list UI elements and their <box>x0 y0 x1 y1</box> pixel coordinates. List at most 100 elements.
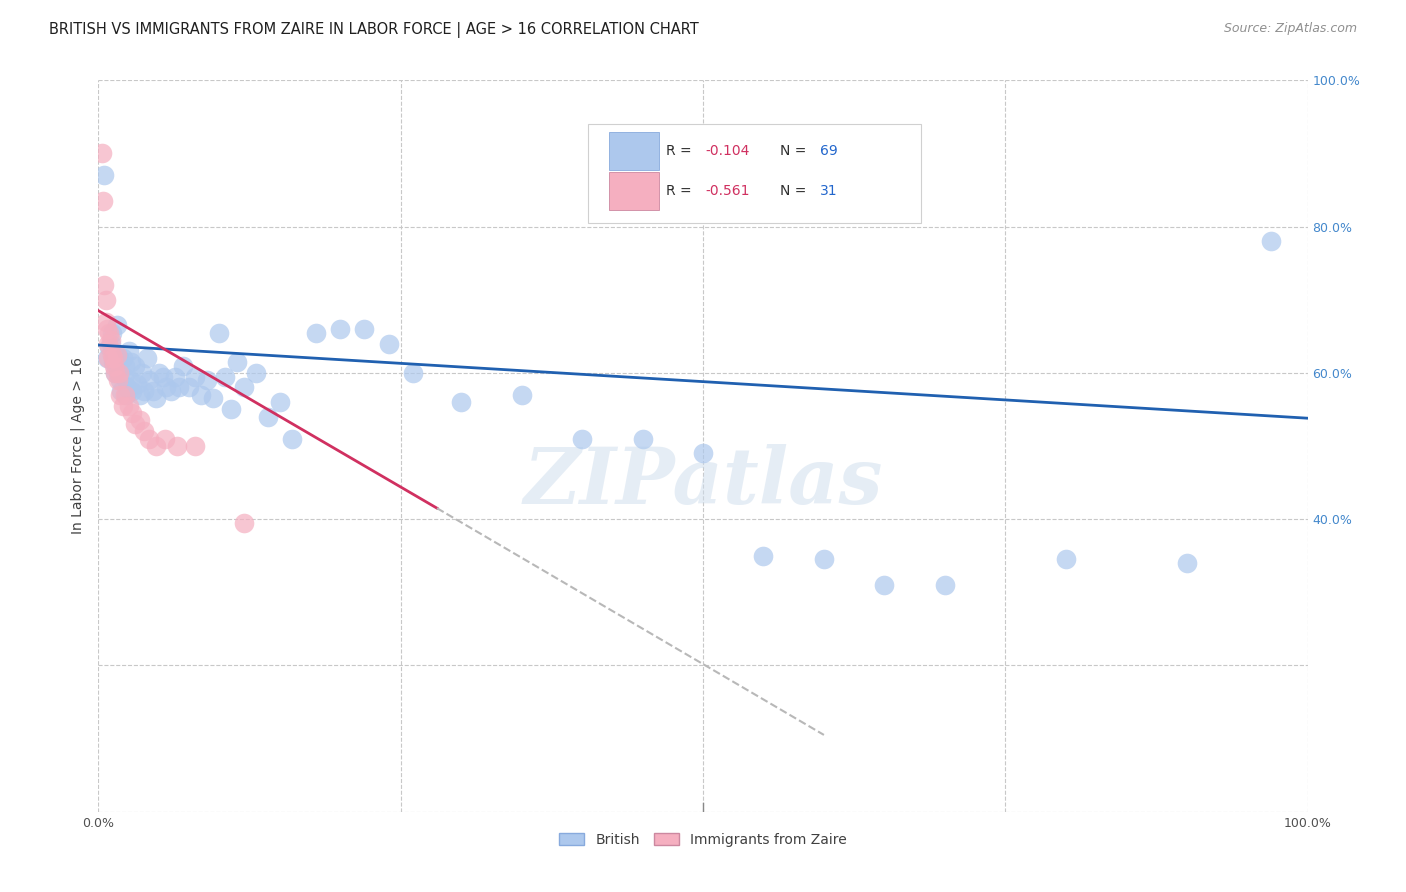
Text: BRITISH VS IMMIGRANTS FROM ZAIRE IN LABOR FORCE | AGE > 16 CORRELATION CHART: BRITISH VS IMMIGRANTS FROM ZAIRE IN LABO… <box>49 22 699 38</box>
Point <box>114 388 136 402</box>
Point <box>108 351 131 366</box>
Point <box>96 322 118 336</box>
FancyBboxPatch shape <box>609 132 659 170</box>
Point <box>98 326 121 340</box>
FancyBboxPatch shape <box>588 124 921 223</box>
Text: 31: 31 <box>820 184 838 198</box>
Point <box>96 351 118 366</box>
Point <box>134 425 156 439</box>
Point <box>124 359 146 373</box>
Point <box>232 516 254 530</box>
Point <box>934 578 956 592</box>
Point <box>152 369 174 384</box>
Point <box>190 388 212 402</box>
Point <box>108 373 131 387</box>
Text: N =: N = <box>780 184 811 198</box>
Point <box>124 417 146 431</box>
Point <box>104 366 127 380</box>
Point <box>450 395 472 409</box>
Point <box>101 355 124 369</box>
Text: -0.104: -0.104 <box>706 145 749 158</box>
Point <box>256 409 278 424</box>
Point <box>105 347 128 362</box>
Point <box>692 446 714 460</box>
Point <box>163 369 186 384</box>
Point <box>108 388 131 402</box>
Point <box>148 366 170 380</box>
Point <box>100 326 122 340</box>
Point <box>118 373 141 387</box>
Point <box>155 380 177 394</box>
Text: -0.561: -0.561 <box>706 184 749 198</box>
Point <box>1260 234 1282 248</box>
Point <box>111 399 134 413</box>
Point <box>232 380 254 394</box>
Point <box>134 384 156 399</box>
Point <box>153 432 176 446</box>
Point <box>111 351 134 366</box>
Point <box>631 432 654 446</box>
Point <box>160 384 183 399</box>
Point <box>108 366 131 380</box>
Point <box>873 578 896 592</box>
Point <box>510 388 533 402</box>
Point <box>329 322 352 336</box>
Point <box>103 359 125 373</box>
Point <box>138 373 160 387</box>
Point <box>105 318 128 333</box>
Point <box>103 347 125 362</box>
Point <box>142 384 165 399</box>
Point <box>118 399 141 413</box>
Point <box>121 406 143 420</box>
Text: ZIPatlas: ZIPatlas <box>523 444 883 521</box>
Point <box>100 347 122 362</box>
Point <box>221 402 243 417</box>
Point <box>172 359 194 373</box>
Point <box>214 369 236 384</box>
Point <box>91 194 114 208</box>
Point <box>107 366 129 380</box>
Point <box>110 384 132 399</box>
Point <box>101 351 124 366</box>
Y-axis label: In Labor Force | Age > 16: In Labor Force | Age > 16 <box>70 358 86 534</box>
Point <box>145 392 167 406</box>
Point <box>402 366 425 380</box>
Point <box>377 336 399 351</box>
Point <box>145 439 167 453</box>
Point <box>138 432 160 446</box>
Point <box>120 355 142 369</box>
Point <box>97 351 120 366</box>
Point <box>752 549 775 563</box>
Point <box>117 380 139 394</box>
Point <box>93 169 115 183</box>
Point <box>195 373 218 387</box>
Text: 69: 69 <box>820 145 838 158</box>
Point <box>813 552 835 566</box>
Point <box>571 432 593 446</box>
Point <box>97 336 120 351</box>
Text: Source: ZipAtlas.com: Source: ZipAtlas.com <box>1223 22 1357 36</box>
Point <box>179 380 201 394</box>
Point <box>305 326 328 340</box>
Point <box>1054 552 1077 566</box>
Point <box>184 439 207 453</box>
Point <box>94 315 117 329</box>
Point <box>208 326 231 340</box>
Point <box>100 333 122 347</box>
Point <box>128 413 150 427</box>
Point <box>104 366 127 380</box>
Point <box>100 336 122 351</box>
Point <box>115 388 138 402</box>
Text: R =: R = <box>665 145 696 158</box>
Point <box>114 359 136 373</box>
Point <box>93 278 115 293</box>
Point <box>245 366 267 380</box>
Point <box>131 366 153 380</box>
Point <box>98 340 121 354</box>
Text: R =: R = <box>665 184 696 198</box>
Point <box>135 351 157 366</box>
Point <box>118 343 141 358</box>
FancyBboxPatch shape <box>609 171 659 210</box>
Point <box>94 293 117 307</box>
Point <box>166 439 188 453</box>
